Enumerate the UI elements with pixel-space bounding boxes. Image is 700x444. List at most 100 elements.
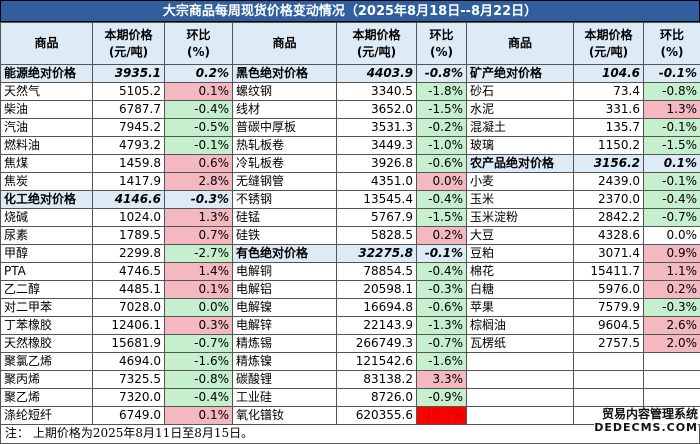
price-cell: 9604.5 [573,316,644,335]
change-cell: -0.7% [416,334,467,353]
price-cell: 5828.5 [336,226,417,245]
change-cell: -1.8% [416,82,467,101]
price-cell: 2842.2 [573,208,644,227]
commodity-name-cell: 焦炭 [0,172,93,191]
change-cell: 0.9% [643,244,700,263]
change-cell: 0.1% [164,82,233,101]
change-cell: -1.3% [416,316,467,335]
change-cell: 0.2% [164,64,233,83]
commodity-name-cell: 小麦 [466,172,574,191]
change-cell: -0.4% [164,100,233,119]
price-cell [573,352,644,371]
commodity-name-cell: 瓦楞纸 [466,334,574,353]
price-cell: 32275.8 [336,244,417,263]
table-row: 聚乙烯 7320.0 -0.4% 工业硅 8726.0 -0.9% [0,388,700,407]
price-cell: 4694.0 [92,352,165,371]
commodity-name-cell: 天然气 [0,82,93,101]
commodity-name-cell: 精炼锡 [232,334,337,353]
table-row: 乙二醇 4485.1 0.1% 电解铝 20598.1 -0.3% 白糖 5976.0 0.2% [0,280,700,299]
price-cell: 3926.8 [336,154,417,173]
change-cell: -0.1% [643,118,700,137]
header-price: 本期价格 (元/吨) [336,22,417,65]
price-cell: 12406.1 [92,316,165,335]
price-cell: 16694.8 [336,298,417,317]
commodity-name-cell: 乙二醇 [0,280,93,299]
commodity-name-cell [466,406,574,425]
commodity-name-cell: 电解铜 [232,262,337,281]
change-cell: -0.4% [164,388,233,407]
change-cell: 0.1% [164,280,233,299]
change-cell: -0.2% [416,118,467,137]
price-cell: 7579.9 [573,298,644,317]
group-name-cell: 矿产绝对价格 [466,64,574,83]
price-cell: 13545.4 [336,190,417,209]
page-title: 大宗商品每周现货价格变动情况（2025年8月18日--8月22日） [0,0,700,22]
commodity-name-cell: 碳酸锂 [232,370,337,389]
commodity-name-cell: 电解镍 [232,298,337,317]
group-name-cell: 有色绝对价格 [232,244,337,263]
change-cell: -0.7% [164,334,233,353]
price-cell: 1789.5 [92,226,165,245]
table-row: 甲醇 2299.8 -2.7% 有色绝对价格 32275.8 -0.1% 豆粕 3071.4 0… [0,244,700,263]
commodity-name-cell: 烧碱 [0,208,93,227]
table-row: 燃料油 4793.2 -0.1% 热轧板卷 3449.3 -1.0% 玻璃 1150.2 -1.… [0,136,700,155]
change-cell: 0.1% [643,154,700,173]
price-cell [573,388,644,407]
change-cell: -0.8% [643,82,700,101]
change-cell: 0.0% [643,226,700,245]
price-cell: 135.7 [573,118,644,137]
price-cell: 6787.7 [92,100,165,119]
price-cell: 20598.1 [336,280,417,299]
price-cell: 4485.1 [92,280,165,299]
commodity-name-cell: 尿素 [0,226,93,245]
price-cell: 3071.4 [573,244,644,263]
change-cell: -1.5% [416,100,467,119]
change-cell: -1.5% [643,136,700,155]
change-cell: -0.9% [416,388,467,407]
price-cell: 7325.5 [92,370,165,389]
commodity-name-cell: 螺纹钢 [232,82,337,101]
commodity-name-cell: 聚丙烯 [0,370,93,389]
commodity-name-cell: 砂石 [466,82,574,101]
change-cell: 0.6% [164,154,233,173]
table-row: PTA 4746.5 1.4% 电解铜 78854.5 -0.4% 棉花 15411.7 1.1… [0,262,700,281]
change-cell: -1.6% [416,352,467,371]
table-row: 柴油 6787.7 -0.4% 线材 3652.0 -1.5% 水泥 331.6 1.3% [0,100,700,119]
table-row: 焦炭 1417.9 2.8% 无缝钢管 4351.0 0.0% 小麦 2439.0 -0.1% [0,172,700,191]
commodity-name-cell: 天然橡胶 [0,334,93,353]
change-cell: 0.0% [416,172,467,191]
price-cell: 331.6 [573,100,644,119]
change-cell: -0.4% [416,190,467,209]
commodity-name-cell: 白糖 [466,280,574,299]
commodity-name-cell: 汽油 [0,118,93,137]
change-cell: -0.4% [643,190,700,209]
change-cell: 1.3% [643,100,700,119]
change-cell: -1.5% [416,208,467,227]
change-cell: 3.3% [416,370,467,389]
change-cell [643,370,700,389]
change-cell: -0.1% [416,244,467,263]
price-table: 商品 本期价格 (元/吨) 环比 (%) 商品 本期价格 (元/吨) 环比 (%) 商品… [0,22,700,425]
watermark-line1: 贸易内容管理系统 [594,408,698,421]
group-name-cell: 黑色绝对价格 [232,64,337,83]
commodity-name-cell: 精炼镍 [232,352,337,371]
group-name-cell: 农产品绝对价格 [466,154,574,173]
commodity-name-cell: 聚乙烯 [0,388,93,407]
commodity-name-cell: 电解铝 [232,280,337,299]
change-cell: -1.0% [416,136,467,155]
price-cell: 1024.0 [92,208,165,227]
price-cell: 3156.2 [573,154,644,173]
table-row: 焦煤 1459.8 0.6% 冷轧板卷 3926.8 -0.6% 农产品绝对价格 3156.2… [0,154,700,173]
price-cell: 6749.0 [92,406,165,425]
group-name-cell: 能源绝对价格 [0,64,93,83]
commodity-name-cell: 大豆 [466,226,574,245]
change-cell: 1.3% [164,208,233,227]
price-cell: 2757.5 [573,334,644,353]
commodity-name-cell: 混凝土 [466,118,574,137]
table-row: 天然橡胶 15681.9 -0.7% 精炼锡 266749.3 -0.7% 瓦楞纸 2757.… [0,334,700,353]
change-cell: 0.1% [164,406,233,425]
commodity-name-cell: 线材 [232,100,337,119]
price-cell: 121542.6 [336,352,417,371]
price-cell: 3449.3 [336,136,417,155]
commodity-name-cell: 硅铁 [232,226,337,245]
